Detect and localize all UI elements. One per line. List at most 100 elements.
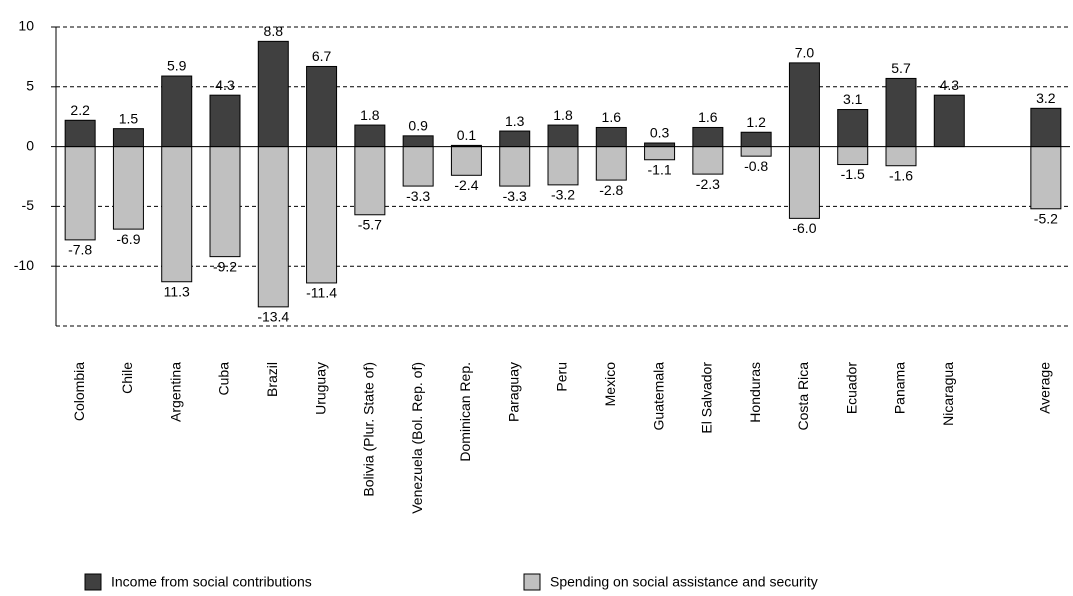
bar	[209, 146, 241, 258]
value-label: -1.5	[841, 166, 865, 182]
value-label: 7.0	[795, 45, 815, 61]
bar	[354, 146, 386, 216]
bar	[692, 146, 724, 175]
value-label: 3.1	[843, 91, 863, 107]
bar	[161, 75, 193, 148]
bar	[450, 146, 482, 176]
bar	[740, 146, 772, 157]
x-tick-label: Brazil	[264, 362, 280, 397]
bar	[354, 124, 386, 148]
value-label: -5.7	[358, 216, 382, 232]
bar	[740, 131, 772, 148]
bar	[644, 146, 676, 161]
bar	[112, 128, 144, 148]
x-tick-label: Uruguay	[312, 362, 328, 415]
x-tick-label: Mexico	[602, 362, 618, 407]
x-tick-label: Guatemala	[650, 362, 666, 431]
value-label: 3.2	[1036, 90, 1056, 106]
value-label: -5.2	[1034, 210, 1058, 226]
value-label: -2.3	[696, 176, 720, 192]
value-label: 6.7	[312, 48, 332, 64]
value-label: 1.8	[360, 107, 380, 123]
value-label: -7.8	[68, 242, 92, 258]
value-label: -3.2	[551, 187, 575, 203]
bar	[64, 146, 96, 241]
value-label: 11.3	[164, 283, 190, 299]
value-label: -2.8	[599, 182, 623, 198]
value-label: 5.7	[891, 60, 911, 76]
value-label: 1.5	[119, 110, 139, 126]
bar	[547, 124, 579, 148]
value-label: 0.1	[457, 127, 477, 143]
x-tick-label: Cuba	[216, 362, 232, 396]
x-tick-label: Average	[1037, 362, 1053, 414]
value-label: -9.2	[213, 258, 237, 274]
bar	[933, 94, 965, 148]
value-label: -11.4	[306, 285, 337, 301]
bar	[1030, 146, 1062, 210]
bar	[257, 40, 289, 148]
value-label: -6.9	[116, 231, 140, 247]
bar	[788, 62, 820, 148]
bar	[547, 146, 579, 186]
bar	[499, 130, 531, 148]
x-tick-label: Paraguay	[505, 362, 521, 422]
y-tick-label: 5	[26, 78, 34, 94]
value-label: -1.1	[648, 161, 672, 177]
x-tick-label: Chile	[119, 362, 135, 394]
value-label: -1.6	[889, 167, 913, 183]
x-tick-label: Peru	[554, 362, 570, 392]
bar	[499, 146, 531, 187]
bar	[837, 146, 869, 166]
value-label: 1.2	[746, 114, 766, 130]
value-label: 1.8	[553, 107, 573, 123]
bar	[1030, 107, 1062, 148]
value-label: -13.4	[257, 309, 289, 325]
bar	[885, 146, 917, 167]
bar	[837, 109, 869, 148]
value-label: 1.3	[505, 113, 525, 129]
y-tick-label: -10	[14, 257, 34, 273]
y-tick-label: -5	[22, 197, 35, 213]
bar	[64, 119, 96, 148]
x-tick-label: Panama	[892, 362, 908, 414]
x-tick-label: Honduras	[747, 362, 763, 423]
bar	[595, 146, 627, 181]
x-tick-label: Argentina	[167, 362, 183, 422]
bar	[306, 146, 338, 284]
bar	[885, 77, 917, 148]
bar	[209, 94, 241, 148]
bar	[161, 146, 193, 283]
bar	[402, 146, 434, 187]
value-label: -3.3	[406, 188, 430, 204]
x-tick-label: Ecuador	[843, 362, 859, 414]
bar	[112, 146, 144, 230]
value-label: 0.9	[408, 118, 428, 134]
value-label: 4.3	[215, 77, 235, 93]
legend-label: Income from social contributions	[111, 574, 312, 590]
bar	[788, 146, 820, 219]
bar	[595, 126, 627, 148]
value-label: 5.9	[167, 58, 187, 74]
x-tick-label: Venezuela (Bol. Rep. of)	[409, 362, 425, 514]
x-tick-label: Colombia	[71, 362, 87, 421]
y-tick-label: 0	[26, 137, 34, 153]
x-tick-label: Dominican Rep.	[457, 362, 473, 462]
y-tick-label: 10	[18, 18, 34, 34]
bar	[306, 65, 338, 148]
value-label: -6.0	[792, 220, 816, 236]
value-label: 1.6	[602, 109, 622, 125]
bar	[644, 142, 676, 148]
value-label: -2.4	[454, 177, 478, 193]
value-label: -3.3	[503, 188, 527, 204]
legend-label: Spending on social assistance and securi…	[550, 574, 818, 590]
value-label: 1.6	[698, 109, 718, 125]
x-tick-label: Nicaragua	[940, 362, 956, 426]
bar	[692, 126, 724, 148]
value-label: 2.2	[70, 102, 90, 118]
x-tick-label: El Salvador	[699, 362, 715, 434]
legend-swatch	[523, 573, 541, 591]
x-tick-label: Costa Rica	[795, 362, 811, 431]
bar	[257, 146, 289, 308]
